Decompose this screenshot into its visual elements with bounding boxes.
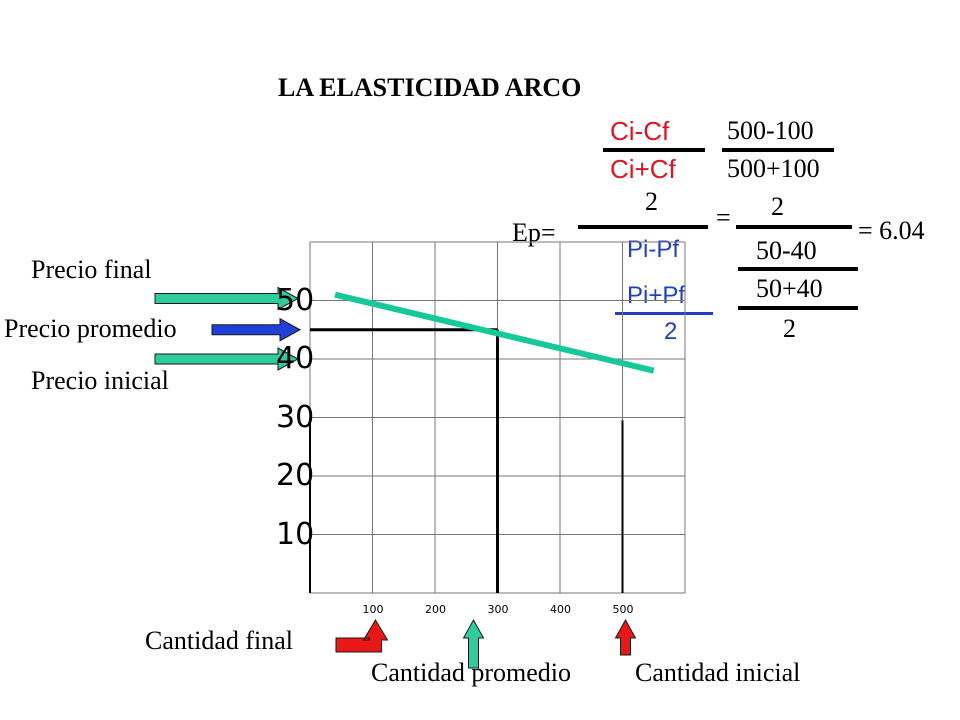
demand-line <box>334 291 655 374</box>
quantity-numerator-formula: Ci-Cf <box>610 116 670 146</box>
price-values-divisor: 2 <box>783 314 796 343</box>
y-tick-label: 10 <box>276 516 315 552</box>
price-values-divisor-bar <box>738 306 858 310</box>
x-tick-label: 300 <box>487 603 509 616</box>
precio-promedio-label: Precio promedio <box>4 314 177 343</box>
elasticity-result: = 6.04 <box>858 216 925 245</box>
quantity-values-divisor: 2 <box>771 192 784 221</box>
x-tick-label: 200 <box>425 603 446 616</box>
main-fraction-bar <box>578 225 708 229</box>
values-main-fraction-bar <box>736 225 852 229</box>
x-tick-label: 500 <box>612 603 634 616</box>
cantidad-final-label: Cantidad final <box>145 626 294 655</box>
price-divisor: 2 <box>664 318 678 345</box>
values-fraction-bar <box>722 148 834 152</box>
price-numerator-values: 50-40 <box>756 236 817 265</box>
page-title: LA ELASTICIDAD ARCO <box>278 73 582 102</box>
quantity-numerator-values: 500-100 <box>727 116 814 145</box>
precio-inicial-arrow <box>154 347 300 371</box>
y-tick-label: 20 <box>276 458 315 493</box>
price-numerator-formula: Pi-Pf <box>627 236 680 263</box>
price-fraction-bar <box>615 312 713 315</box>
equals-sign: = <box>716 203 731 232</box>
precio-final-label: Precio final <box>31 255 152 284</box>
cantidad-promedio-arrow <box>462 618 485 669</box>
x-tick-label: 400 <box>550 603 571 616</box>
price-denominator-formula: Pi+Pf <box>627 282 686 309</box>
quantity-denominator-formula: Ci+Cf <box>610 154 676 184</box>
price-denominator-values: 50+40 <box>756 274 823 303</box>
precio-inicial-label: Precio inicial <box>31 366 169 395</box>
cantidad-inicial-label: Cantidad inicial <box>635 658 801 687</box>
price-values-fraction-bar <box>738 267 858 271</box>
quantity-divisor: 2 <box>645 187 658 216</box>
chart-arrows <box>154 286 637 669</box>
x-tick-label: 100 <box>362 603 384 616</box>
precio-final-arrow <box>154 286 300 311</box>
chart-lines <box>309 291 655 593</box>
precio-promedio-arrow <box>211 317 302 342</box>
y-tick-label: 30 <box>276 399 315 435</box>
quantity-denominator-values: 500+100 <box>727 154 820 183</box>
fraction-bar <box>603 148 705 152</box>
cantidad-final-arrow <box>335 619 389 653</box>
y-tick-label: 50 <box>276 282 315 318</box>
cantidad-inicial-arrow <box>614 618 637 656</box>
y-tick-label: 40 <box>276 341 315 376</box>
